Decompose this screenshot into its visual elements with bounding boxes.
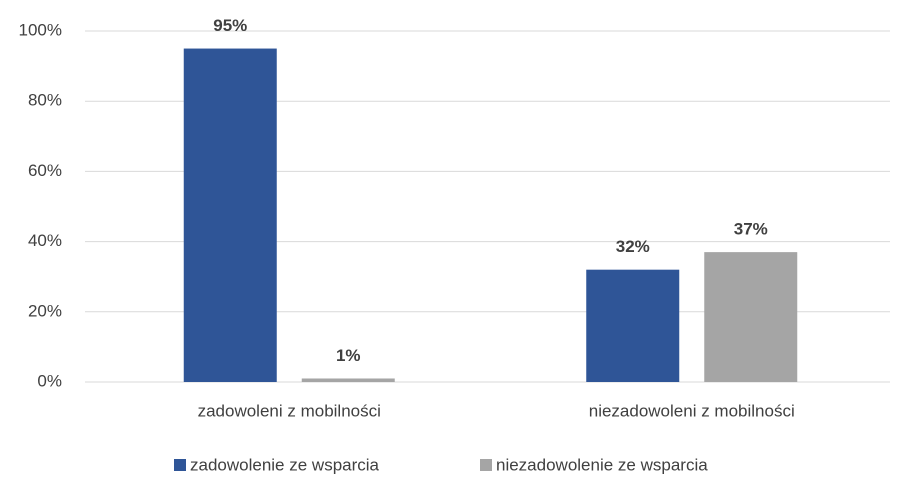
legend-label: zadowolenie ze wsparcia: [190, 455, 380, 474]
bar: [704, 252, 798, 382]
legend-label: niezadowolenie ze wsparcia: [496, 455, 708, 474]
y-tick-label: 60%: [28, 161, 62, 180]
y-tick-label: 0%: [37, 371, 62, 390]
data-label: 37%: [734, 220, 768, 239]
bar: [183, 48, 277, 383]
y-tick-label: 20%: [28, 301, 62, 320]
bar: [586, 269, 680, 382]
x-tick-label: zadowoleni z mobilności: [198, 401, 381, 420]
x-tick-label: niezadowoleni z mobilności: [589, 401, 795, 420]
data-label: 95%: [213, 16, 247, 35]
data-label: 32%: [616, 237, 650, 256]
legend-swatch: [174, 459, 186, 471]
y-tick-label: 40%: [28, 231, 62, 250]
y-tick-label: 80%: [28, 91, 62, 110]
legend-swatch: [480, 459, 492, 471]
data-label: 1%: [336, 346, 361, 365]
bar: [301, 378, 395, 382]
y-tick-label: 100%: [19, 20, 62, 39]
